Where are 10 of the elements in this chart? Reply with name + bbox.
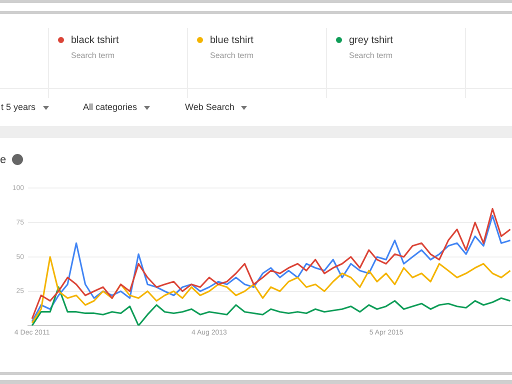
chart-title: e	[0, 154, 6, 166]
legend-label: grey tshirt	[349, 35, 393, 46]
text: t 5 years	[1, 102, 36, 112]
legend-label: black tshirt	[71, 35, 119, 46]
text: Search term	[348, 51, 393, 60]
text: Web Search	[185, 102, 234, 112]
legend-label: blue tshirt	[210, 35, 254, 46]
text: All categories	[83, 102, 138, 112]
text: Search term	[209, 51, 254, 60]
text: Search term	[70, 51, 116, 60]
